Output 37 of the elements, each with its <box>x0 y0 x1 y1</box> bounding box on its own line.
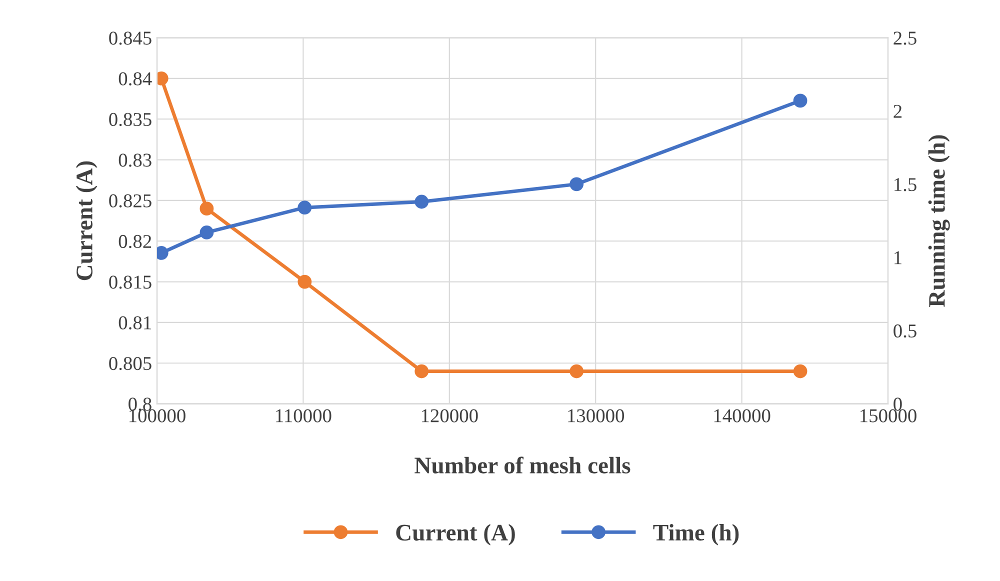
y2-tick-label: 2 <box>894 104 902 118</box>
y-tick-label: 0.8 <box>128 398 152 411</box>
y-tick-label: 0.825 <box>109 194 152 208</box>
y2-tick-label: 1 <box>894 251 902 264</box>
y-tick-label: 0.835 <box>109 112 152 126</box>
y-tick-label: 0.82 <box>118 234 152 248</box>
point <box>793 94 808 108</box>
point <box>570 177 584 192</box>
y2-tick-label: 0.5 <box>894 324 916 338</box>
y-tick-label: 0.83 <box>118 154 152 167</box>
x-tick-label: 130000 <box>568 409 624 422</box>
y2-tick-label: 2.5 <box>894 32 916 45</box>
x-tick-label: 120000 <box>422 409 478 422</box>
point <box>200 226 214 240</box>
point <box>414 194 429 209</box>
y-tick-label: 0.81 <box>118 316 151 330</box>
x-tick-label: 110000 <box>276 409 332 422</box>
y2-tick-label: 1.5 <box>894 178 916 192</box>
x-tick-label: 100000 <box>130 409 186 422</box>
y-tick-label: 0.815 <box>109 276 152 289</box>
x-tick-label: 140000 <box>714 409 770 422</box>
y-tick-label: 0.805 <box>109 356 152 370</box>
y2-axis-title: Running time (h) <box>928 135 950 307</box>
x-tick-label: 150000 <box>860 409 916 422</box>
point <box>200 202 214 216</box>
y-tick-label: 0.845 <box>109 32 152 45</box>
point <box>414 364 429 378</box>
x-axis-title: Number of mesh cells <box>414 456 630 474</box>
point <box>793 364 808 378</box>
point <box>298 274 312 289</box>
legend-label: Current (A) <box>396 524 515 546</box>
legend-label: Time (h) <box>653 524 739 546</box>
y-axis-title: Current (A) <box>76 161 98 280</box>
point <box>570 364 584 378</box>
point <box>298 200 312 215</box>
y2-tick-label: 0 <box>894 398 902 411</box>
y-tick-label: 0.84 <box>118 72 152 86</box>
